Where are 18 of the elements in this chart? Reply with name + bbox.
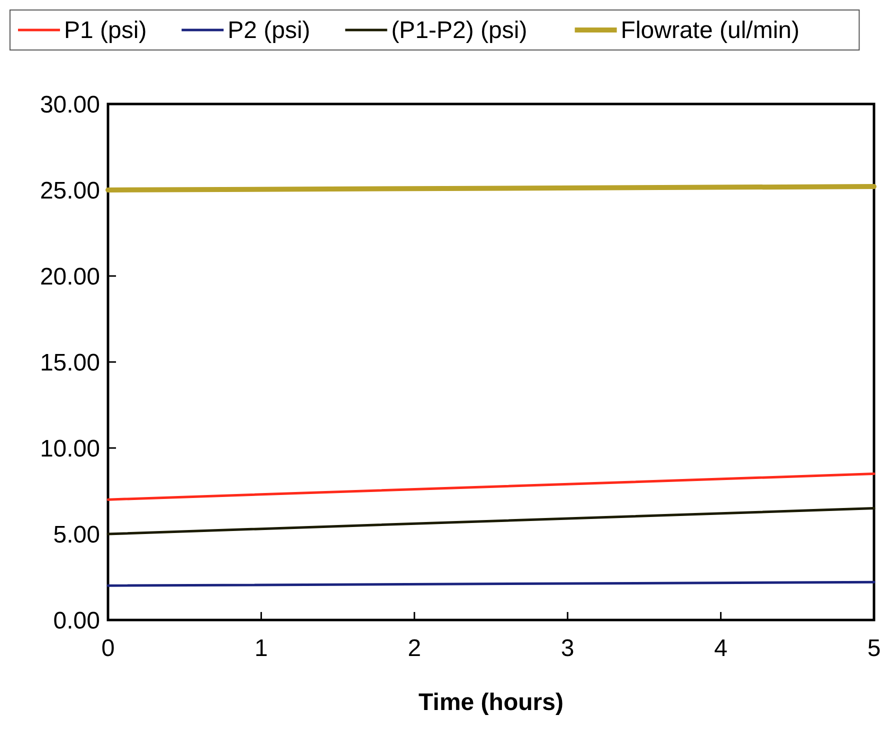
- y-tick-label: 10.00: [40, 435, 100, 462]
- x-tick-label: 4: [714, 635, 728, 662]
- legend-label: P2 (psi): [228, 17, 310, 44]
- x-axis-title: Time (hours): [418, 689, 564, 716]
- y-tick-label: 30.00: [40, 91, 100, 118]
- y-tick-label: 20.00: [40, 263, 100, 290]
- y-tick-label: 0.00: [53, 607, 100, 634]
- legend-label: (P1-P2) (psi): [391, 17, 528, 44]
- x-tick-label: 3: [560, 635, 574, 662]
- x-tick-label: 0: [101, 635, 115, 662]
- legend-label: Flowrate (ul/min): [620, 17, 800, 44]
- x-tick-label: 1: [254, 635, 268, 662]
- x-tick-label: 2: [408, 635, 422, 662]
- y-tick-label: 15.00: [40, 349, 100, 376]
- legend-label: P1 (psi): [64, 17, 147, 44]
- y-tick-label: 5.00: [53, 521, 100, 548]
- y-tick-label: 25.00: [40, 177, 100, 204]
- x-tick-label: 5: [867, 635, 881, 662]
